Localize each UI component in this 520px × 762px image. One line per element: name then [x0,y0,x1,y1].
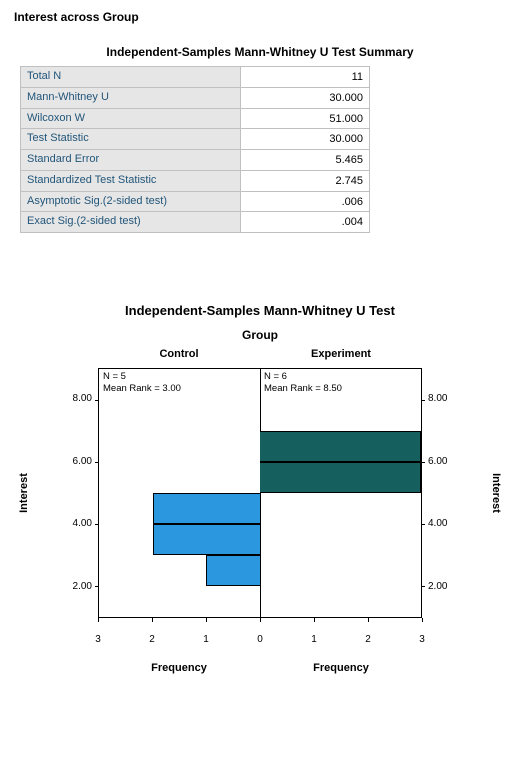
table-label: Asymptotic Sig.(2-sided test) [21,191,241,212]
x-tick-label: 0 [257,634,263,645]
page-title: Interest across Group [14,10,510,24]
table-label: Wilcoxon W [21,108,241,129]
x-tick-label: 3 [419,634,425,645]
histogram-bar [206,555,260,586]
y-axis-left: Interest 2.004.006.008.00 [30,368,98,618]
histogram-bar [260,462,421,493]
table-row: Exact Sig.(2-sided test).004 [21,212,370,233]
y-tick-label: 6.00 [30,456,98,467]
table-value: .004 [240,212,369,233]
table-label: Standard Error [21,150,241,171]
chart-group-label: Group [30,328,490,342]
table-label: Total N [21,67,241,88]
table-row: Asymptotic Sig.(2-sided test).006 [21,191,370,212]
histogram-bar [260,431,421,462]
y-axis-right: Interest 2.004.006.008.00 [422,368,490,618]
y-axis-label-right: Interest [490,473,502,513]
y-tick-label: 4.00 [30,518,98,529]
x-tick-label: 1 [203,634,209,645]
y-tick-label: 6.00 [422,456,490,467]
y-tick-label: 2.00 [422,581,490,592]
table-value: 30.000 [240,87,369,108]
table-value: 11 [240,67,369,88]
y-tick-label: 4.00 [422,518,490,529]
x-axis: 0 1 2 3 Frequency 1 2 3 Frequency [98,618,422,688]
summary-table: Total N11Mann-Whitney U30.000Wilcoxon W5… [20,66,370,233]
x-axis-label: Frequency [313,662,369,674]
anno-line: N = 5 [103,371,126,382]
table-label: Exact Sig.(2-sided test) [21,212,241,233]
panel-label-control: Control [159,348,198,360]
table-row: Total N11 [21,67,370,88]
y-tick-label: 8.00 [30,393,98,404]
y-tick-label: 8.00 [422,393,490,404]
table-value: 5.465 [240,150,369,171]
chart: Independent-Samples Mann-Whitney U Test … [10,303,510,688]
plot-area: N = 5Mean Rank = 3.00 N = 6Mean Rank = 8… [98,368,422,618]
table-label: Standardized Test Statistic [21,170,241,191]
x-tick-label: 3 [95,634,101,645]
panel-label-experiment: Experiment [311,348,371,360]
table-row: Wilcoxon W51.000 [21,108,370,129]
table-row: Standard Error5.465 [21,150,370,171]
x-tick-label: 2 [365,634,371,645]
anno-line: Mean Rank = 8.50 [264,383,342,394]
table-value: 30.000 [240,129,369,150]
y-axis-label-left: Interest [18,473,30,513]
table-value: 51.000 [240,108,369,129]
table-value: 2.745 [240,170,369,191]
panel-annotation-control: N = 5Mean Rank = 3.00 [103,371,181,395]
panel-annotation-experiment: N = 6Mean Rank = 8.50 [264,371,342,395]
table-row: Mann-Whitney U30.000 [21,87,370,108]
table-label: Test Statistic [21,129,241,150]
table-label: Mann-Whitney U [21,87,241,108]
x-tick-label: 1 [311,634,317,645]
histogram-bar [153,493,260,524]
table-row: Standardized Test Statistic2.745 [21,170,370,191]
x-tick-label: 2 [149,634,155,645]
anno-line: N = 6 [264,371,287,382]
histogram-bar [153,524,260,555]
table-value: .006 [240,191,369,212]
y-tick-label: 2.00 [30,581,98,592]
table-title: Independent-Samples Mann-Whitney U Test … [85,44,435,60]
anno-line: Mean Rank = 3.00 [103,383,181,394]
x-axis-label: Frequency [151,662,207,674]
center-divider [260,369,261,617]
chart-title: Independent-Samples Mann-Whitney U Test [30,303,490,318]
table-row: Test Statistic30.000 [21,129,370,150]
